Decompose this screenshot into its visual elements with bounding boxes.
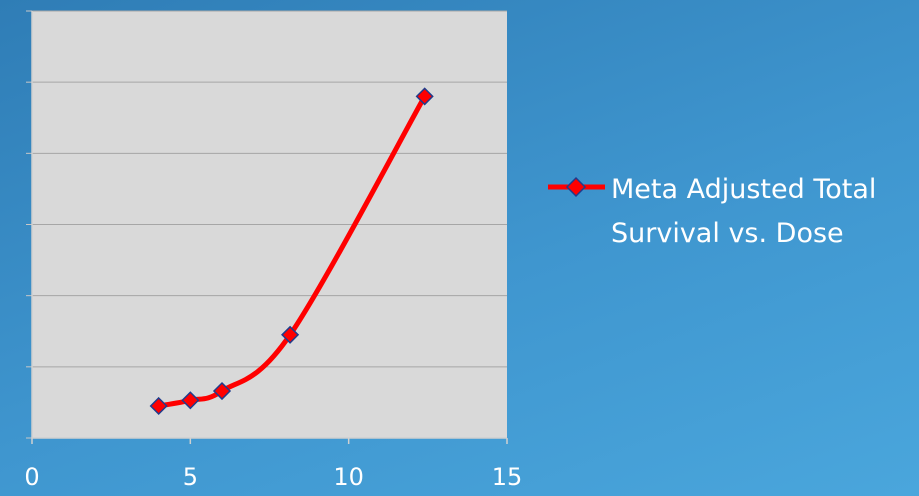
x-tick-label: 5	[183, 463, 198, 491]
marker	[149, 396, 168, 416]
marker	[212, 381, 232, 401]
marker	[181, 391, 200, 410]
x-tick-label: 0	[24, 463, 39, 491]
x-tick-label: 10	[333, 463, 364, 491]
marker	[415, 87, 434, 106]
legend-marker	[565, 176, 587, 198]
marker	[281, 325, 300, 344]
legend-label: Meta Adjusted Total Survival vs. Dose	[611, 174, 877, 249]
x-tick-label: 15	[492, 463, 523, 491]
